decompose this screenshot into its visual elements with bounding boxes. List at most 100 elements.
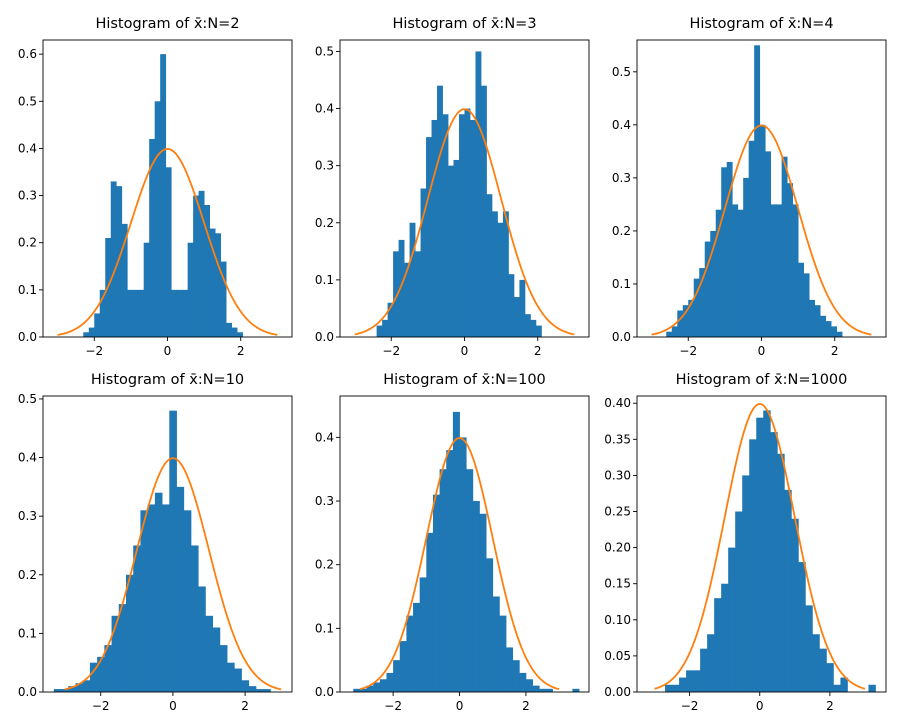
histogram-bar bbox=[193, 195, 200, 337]
histogram-bar bbox=[263, 689, 271, 692]
histogram-bar bbox=[226, 322, 232, 337]
histogram-bar bbox=[535, 325, 542, 337]
histogram-bar bbox=[798, 262, 805, 337]
histogram-bar bbox=[118, 604, 127, 692]
histogram-bar bbox=[215, 233, 221, 337]
subplot-3: −2 0 2 0.0 0.1 0.2 0.3 0.4 0.5 Histogram of x̄:N=… bbox=[612, 16, 887, 358]
y-tick-label: 0.0 bbox=[18, 685, 37, 699]
y-tick-label: 0.2 bbox=[18, 568, 37, 582]
histogram-bar bbox=[665, 684, 673, 692]
histogram-bar bbox=[426, 137, 432, 337]
histogram-bar bbox=[176, 289, 183, 337]
x-tick-label: 0 bbox=[461, 344, 469, 358]
histogram-bar bbox=[721, 167, 728, 337]
histogram-bar bbox=[466, 469, 474, 692]
histogram-bar bbox=[748, 140, 755, 337]
histogram-bar bbox=[83, 332, 90, 337]
y-tick-label: 0.3 bbox=[18, 509, 37, 523]
y-tick-label: 0.1 bbox=[18, 283, 37, 297]
histogram-bar bbox=[737, 209, 744, 337]
histogram-bar bbox=[491, 211, 498, 337]
histogram-bar bbox=[754, 45, 761, 338]
histogram-bar bbox=[486, 558, 494, 692]
histogram-bar bbox=[439, 469, 447, 692]
histogram-bar bbox=[776, 204, 783, 337]
histogram-bar bbox=[373, 682, 381, 692]
histogram-bar bbox=[749, 439, 757, 692]
y-tick-label: 0.40 bbox=[604, 396, 631, 410]
histogram-bar bbox=[437, 85, 443, 337]
histogram-bar bbox=[227, 662, 235, 692]
histogram-bar bbox=[359, 688, 367, 692]
histogram-bars bbox=[376, 51, 542, 338]
subplot-title: Histogram of x̄:N=2 bbox=[95, 16, 239, 32]
histogram-bar bbox=[812, 634, 820, 692]
histogram-bar bbox=[126, 574, 134, 692]
y-tick-label: 0.1 bbox=[18, 626, 37, 640]
histogram-bar bbox=[190, 545, 199, 692]
histogram-bar bbox=[519, 672, 527, 692]
histogram-bar bbox=[787, 183, 794, 337]
y-tick-label: 0.1 bbox=[315, 621, 334, 635]
histogram-bar bbox=[97, 656, 105, 692]
histogram-bar bbox=[453, 159, 460, 337]
histogram-bar bbox=[219, 645, 228, 692]
y-tick-label: 0.25 bbox=[604, 505, 631, 519]
x-tick-label: −2 bbox=[92, 699, 110, 713]
histogram-bar bbox=[446, 450, 454, 692]
histogram-bar bbox=[672, 684, 680, 692]
histogram-bar bbox=[759, 124, 766, 337]
histogram-bar bbox=[399, 641, 407, 692]
histogram-bar bbox=[386, 672, 394, 692]
normal-pdf-curve bbox=[651, 124, 872, 336]
histogram-bar bbox=[770, 204, 777, 337]
histogram-bar bbox=[475, 51, 482, 338]
histogram-bar bbox=[88, 327, 95, 337]
histogram-bar bbox=[798, 562, 806, 692]
x-tick-label: 2 bbox=[826, 699, 834, 713]
y-tick-label: 0.3 bbox=[18, 189, 37, 203]
y-tick-label: 0.2 bbox=[315, 216, 334, 230]
histogram-bar bbox=[704, 241, 711, 337]
histogram-bar bbox=[525, 679, 533, 692]
histogram-bar bbox=[765, 151, 772, 337]
histogram-bar bbox=[770, 432, 778, 692]
histogram-bar bbox=[836, 331, 843, 337]
histogram-bar bbox=[693, 278, 700, 337]
histogram-bar bbox=[116, 186, 123, 337]
histogram-bar bbox=[472, 501, 480, 692]
histogram-bar bbox=[700, 648, 708, 692]
y-tick-label: 0.4 bbox=[315, 102, 334, 116]
histogram-bar bbox=[387, 302, 394, 337]
histogram-bar bbox=[791, 518, 799, 692]
y-tick-label: 0.2 bbox=[18, 236, 37, 250]
y-tick-label: 0.1 bbox=[612, 277, 631, 291]
histogram-bar bbox=[448, 165, 454, 337]
histogram-bar bbox=[160, 54, 167, 337]
histogram-bar bbox=[572, 688, 580, 692]
axes-frame bbox=[339, 395, 590, 693]
histogram-bar bbox=[89, 662, 98, 692]
x-tick-label: 0 bbox=[758, 344, 766, 358]
histogram-bar bbox=[231, 327, 238, 337]
x-tick-label: −2 bbox=[679, 344, 697, 358]
histogram-bar bbox=[132, 289, 139, 337]
histogram-bar bbox=[99, 289, 106, 337]
histogram-bar bbox=[714, 598, 722, 692]
histogram-bar bbox=[820, 315, 826, 337]
subplot-title: Histogram of x̄:N=4 bbox=[689, 16, 833, 32]
x-tick-label: 2 bbox=[237, 344, 245, 358]
histogram-bar bbox=[413, 602, 421, 692]
histogram-bar bbox=[519, 279, 526, 337]
histogram-bar bbox=[805, 605, 813, 692]
histogram-bar bbox=[376, 325, 383, 337]
histogram-bar bbox=[133, 545, 141, 692]
histogram-bar bbox=[699, 268, 706, 337]
y-tick-label: 0.0 bbox=[315, 685, 334, 699]
histogram-bar bbox=[138, 289, 145, 337]
histogram-bar bbox=[486, 194, 493, 337]
subplot-5: −2 0 2 0.0 0.1 0.2 0.3 0.4 Histogram of x̄:N=100 bbox=[315, 372, 590, 713]
x-tick-label: 0 bbox=[756, 699, 764, 713]
y-tick-label: 0.5 bbox=[612, 65, 631, 79]
histogram-bar bbox=[366, 685, 374, 692]
